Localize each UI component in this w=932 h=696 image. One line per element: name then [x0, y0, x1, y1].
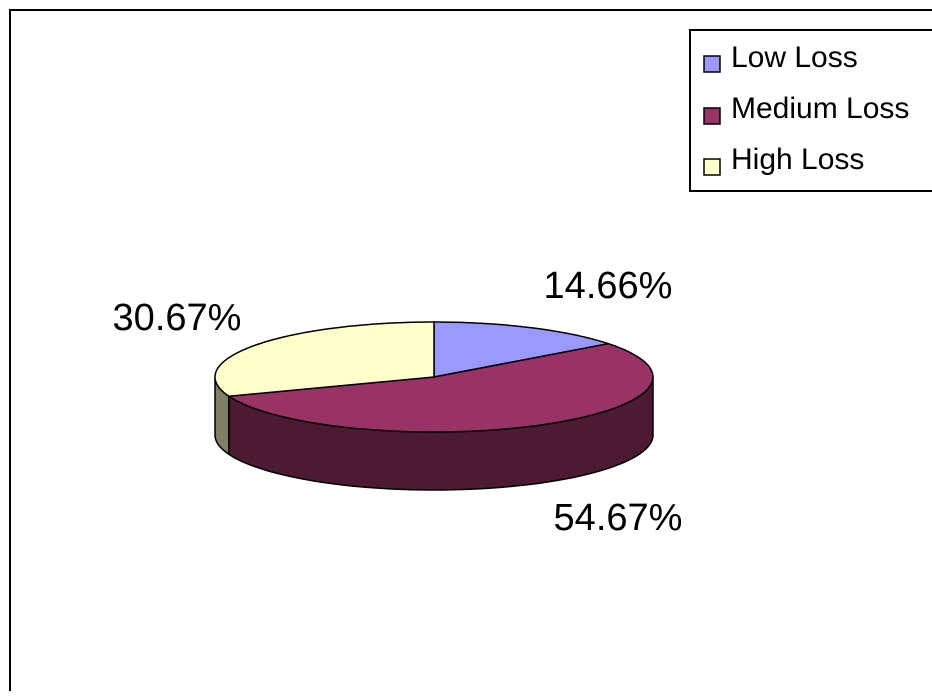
legend-swatch-high-loss	[703, 158, 721, 176]
data-label-high-loss: 30.67%	[113, 297, 242, 339]
legend-swatch-medium-loss	[703, 107, 721, 125]
chart-border	[9, 9, 932, 691]
pie-slice-high-loss	[214, 321, 435, 397]
pie-tops	[214, 321, 654, 433]
data-label-low-loss: 14.66%	[544, 265, 673, 307]
legend-label-medium-loss: Medium Loss	[731, 92, 909, 125]
legend-label-low-loss: Low Loss	[731, 41, 858, 74]
legend-label-high-loss: High Loss	[731, 143, 864, 176]
pie-slice-low-loss	[433, 321, 609, 378]
pie-slice-medium-loss	[226, 342, 654, 433]
data-label-medium-loss: 54.67%	[554, 497, 683, 539]
legend: Low Loss Medium Loss High Loss	[689, 29, 932, 192]
legend-swatch-low-loss	[703, 55, 721, 73]
legend-box	[689, 29, 932, 192]
